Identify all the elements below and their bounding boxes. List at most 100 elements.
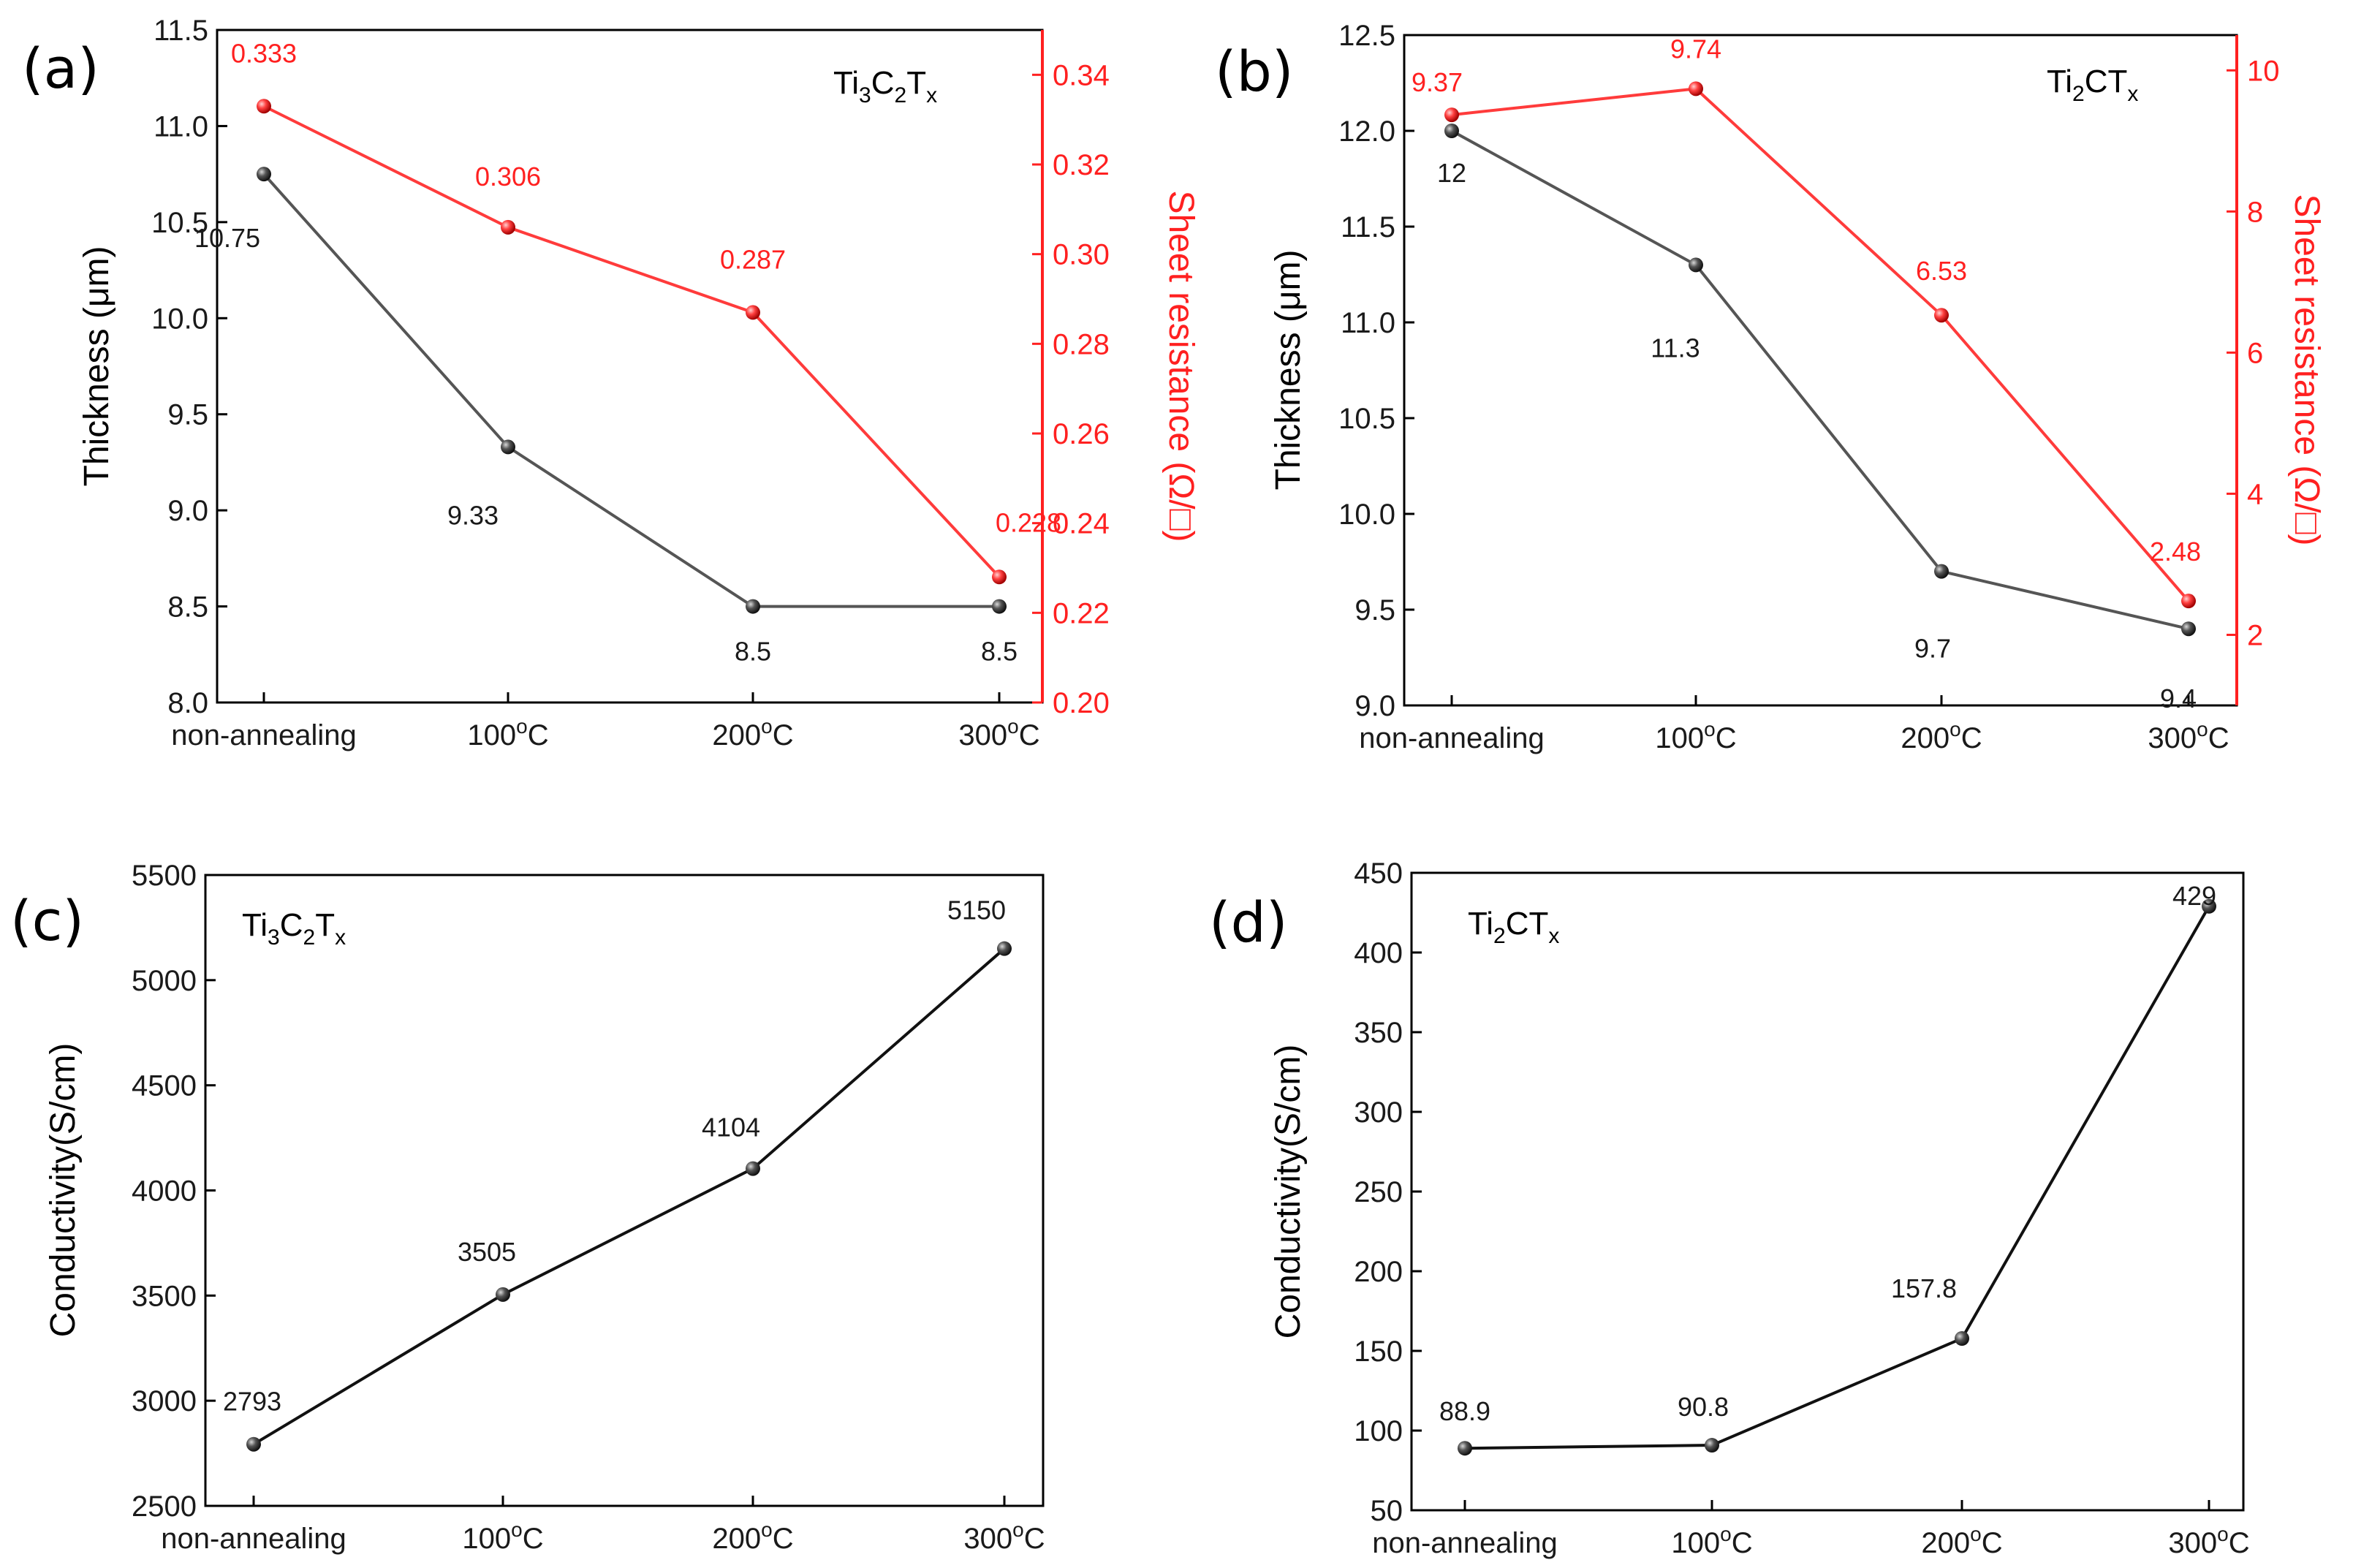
panel-a-thickness-data-label: 8.5 bbox=[981, 637, 1018, 667]
panel-c-conductivity-point bbox=[997, 941, 1012, 956]
panel-c-conductivity-data-label: 5150 bbox=[947, 895, 1006, 925]
panel-d-conductivity-data-label: 90.8 bbox=[1678, 1392, 1729, 1422]
panel-b-y2-axis-title: Sheet resistance (Ω/□) bbox=[2287, 194, 2326, 545]
panel-a-x-tick-label: 300oC bbox=[958, 715, 1039, 751]
panel-b-sheet-resistance-data-label: 6.53 bbox=[1916, 256, 1967, 286]
panel-a-y-tick-label: 9.0 bbox=[167, 495, 208, 527]
panel-a-y2-tick-label: 0.32 bbox=[1053, 149, 1110, 181]
panel-c-x-tick-label: non-annealing bbox=[161, 1523, 346, 1555]
panel-a-sheet-resistance-data-label: 0.228 bbox=[996, 507, 1061, 537]
panel-c-y-tick-label: 5500 bbox=[132, 860, 197, 892]
panel-c-x-tick-label: 100oC bbox=[462, 1518, 543, 1555]
panel-c-plot-frame bbox=[204, 874, 1045, 1507]
panel-d-y-tick-label: 150 bbox=[1354, 1336, 1403, 1368]
panel-a-thickness-point bbox=[992, 599, 1007, 614]
panel-b-sheet-resistance-line bbox=[1451, 87, 2190, 602]
panel-a-y2-tick-label: 0.26 bbox=[1053, 418, 1110, 450]
panel-b-sheet-resistance-point bbox=[1444, 107, 1459, 123]
panel-a-y-axis-title: Thickness (μm) bbox=[77, 246, 116, 486]
panel-a-thickness-data-label: 8.5 bbox=[735, 637, 771, 667]
panel-c-y-tick-label: 4000 bbox=[132, 1175, 197, 1208]
panel-b-y-tick-label: 12.5 bbox=[1338, 20, 1395, 52]
panel-a-y2-axis-title: Sheet resistance (Ω/□) bbox=[1162, 190, 1200, 542]
panel-c: (c) Ti3C2Tx Conductivity(S/cm) bbox=[10, 874, 1045, 1507]
panel-b-sheet-resistance-data-label: 9.74 bbox=[1670, 34, 1721, 64]
panel-d-y-tick-label: 400 bbox=[1354, 937, 1403, 969]
panel-b-y2-tick-label: 8 bbox=[2247, 196, 2263, 228]
panel-b-thickness-line bbox=[1451, 129, 2189, 631]
panel-d-conductivity-data-label: 157.8 bbox=[1891, 1273, 1957, 1303]
panel-c-y-axis-title: Conductivity(S/cm) bbox=[44, 1043, 83, 1338]
panel-b-y-tick-label: 11.0 bbox=[1341, 307, 1395, 339]
panel-b-x-tick-label: 200oC bbox=[1901, 718, 1982, 754]
panel-b-y-axis-title: Thickness (μm) bbox=[1269, 249, 1308, 490]
panel-a-compound: Ti3C2Tx bbox=[833, 65, 937, 107]
panel-a-y-tick-label: 11.0 bbox=[154, 110, 208, 143]
panel-b-plot-frame bbox=[1403, 34, 2238, 707]
panel-b-sheet-resistance-point bbox=[1689, 81, 1703, 96]
panel-a-x-tick-label: 100oC bbox=[467, 715, 548, 751]
panel-a-thickness-line bbox=[262, 173, 999, 608]
panel-b-y-tick-label: 12.0 bbox=[1338, 115, 1395, 148]
panel-b-compound: Ti2CTx bbox=[2047, 64, 2138, 106]
panel-b-thickness-point bbox=[1934, 564, 1949, 579]
panel-b-sheet-resistance-data-label: 2.48 bbox=[2150, 537, 2201, 567]
panel-d-y-tick-label: 50 bbox=[1371, 1495, 1403, 1527]
panel-b-thickness-data-label: 12 bbox=[1437, 158, 1466, 188]
panel-a-thickness-data-label: 9.33 bbox=[447, 500, 499, 530]
panel-d-conductivity-point bbox=[1458, 1441, 1472, 1456]
panel-a-plot-frame bbox=[216, 29, 1044, 704]
panel-c-marks: 2500 3000 3500 4000 4500 5000 5500 non-annealin… bbox=[132, 860, 1045, 1555]
panel-d-y-tick-label: 200 bbox=[1354, 1256, 1403, 1288]
panel-c-conductivity-data-label: 3505 bbox=[458, 1237, 516, 1267]
panel-b-y-tick-label: 11.5 bbox=[1341, 211, 1395, 243]
panel-a-marks: 8.0 8.5 9.0 9.5 10.0 10.5 11.0 11.5 0.20 0.22 0.24… bbox=[151, 15, 1110, 751]
panel-b-y2-tick-label: 4 bbox=[2247, 478, 2263, 510]
panel-a-y-tick-label: 8.5 bbox=[167, 591, 208, 624]
panel-c-conductivity-point bbox=[496, 1287, 510, 1302]
panel-b-label: (b) bbox=[1215, 39, 1294, 104]
panel-c-x-tick-label: 200oC bbox=[712, 1518, 793, 1555]
panel-c-conductivity-point bbox=[246, 1436, 261, 1452]
panel-d-x-tick-label: 300oC bbox=[2168, 1523, 2249, 1559]
panel-a-sheet-resistance-data-label: 0.306 bbox=[475, 162, 541, 192]
panel-a-y2-tick-label: 0.22 bbox=[1053, 597, 1110, 629]
panel-c-x-tick-label: 300oC bbox=[963, 1518, 1045, 1555]
panel-c-conductivity-data-label: 4104 bbox=[702, 1113, 760, 1143]
panel-a-sheet-resistance-data-label: 0.333 bbox=[231, 38, 297, 68]
panel-d-y-tick-label: 300 bbox=[1354, 1097, 1403, 1129]
panel-a-thickness-data-label: 10.75 bbox=[194, 223, 260, 253]
panel-b-thickness-data-label: 9.7 bbox=[1914, 634, 1951, 664]
panel-d-conductivity-line bbox=[1464, 905, 2210, 1450]
panel-a-y-tick-label: 9.5 bbox=[167, 399, 208, 431]
panel-b-sheet-resistance-point bbox=[2181, 594, 2196, 609]
panel-c-conductivity-line bbox=[252, 947, 1006, 1446]
panel-c-y-tick-label: 4500 bbox=[132, 1070, 197, 1102]
panel-a-sheet-resistance-point bbox=[992, 569, 1007, 585]
panel-a-sheet-resistance-data-label: 0.287 bbox=[720, 244, 786, 274]
panel-c-conductivity-data-label: 2793 bbox=[223, 1387, 281, 1417]
panel-b-marks: 9.0 9.5 10.0 10.5 11.0 11.5 12.0 12.5 2 4 6 8 10 non-… bbox=[1338, 20, 2279, 754]
panel-b-thickness-data-label: 9.4 bbox=[2160, 683, 2197, 713]
panel-b-x-tick-label: 100oC bbox=[1655, 718, 1736, 754]
panel-c-y-tick-label: 5000 bbox=[132, 965, 197, 997]
panel-b-x-tick-label: 300oC bbox=[2148, 718, 2229, 754]
panel-b-thickness-point bbox=[1444, 124, 1459, 138]
panel-b-y-tick-label: 9.5 bbox=[1354, 594, 1395, 626]
panel-d-y-tick-label: 350 bbox=[1354, 1017, 1403, 1049]
panel-a: (a) Ti3C2Tx Thickness (μm) Sheet resista… bbox=[22, 29, 1200, 704]
panel-a-sheet-resistance-point bbox=[501, 219, 515, 235]
panel-a-label: (a) bbox=[22, 36, 99, 101]
panel-a-y2-tick-label: 0.30 bbox=[1053, 239, 1110, 271]
panel-d-conductivity-data-label: 429 bbox=[2172, 881, 2216, 911]
panel-a-y2-tick-label: 0.20 bbox=[1053, 687, 1110, 719]
panel-c-y-tick-label: 2500 bbox=[132, 1491, 197, 1523]
panel-d-plot-frame bbox=[1410, 871, 2245, 1512]
panel-a-x-tick-label: 200oC bbox=[712, 715, 793, 751]
panel-d-y-axis-title: Conductivity(S/cm) bbox=[1269, 1045, 1308, 1339]
panel-a-y2-tick-label: 0.34 bbox=[1053, 59, 1110, 91]
panel-d-conductivity-point bbox=[2202, 898, 2216, 914]
panel-a-y-tick-label: 10.0 bbox=[151, 303, 208, 335]
panel-c-y-tick-label: 3500 bbox=[132, 1280, 197, 1312]
panel-a-y-tick-label: 10.5 bbox=[151, 207, 208, 239]
